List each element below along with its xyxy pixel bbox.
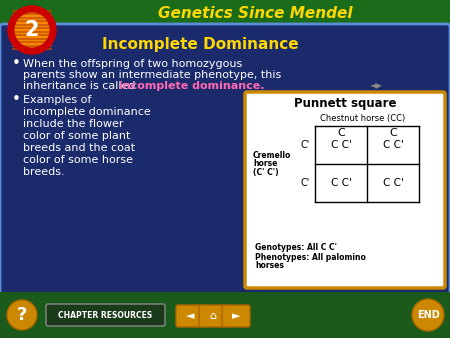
Text: •: • bbox=[12, 56, 21, 72]
Text: C': C' bbox=[301, 178, 310, 188]
Text: include the flower: include the flower bbox=[23, 119, 123, 129]
Text: C: C bbox=[337, 128, 345, 138]
FancyBboxPatch shape bbox=[176, 305, 204, 327]
Text: ►: ► bbox=[232, 311, 240, 321]
FancyBboxPatch shape bbox=[199, 305, 227, 327]
Text: C C': C C' bbox=[382, 178, 404, 188]
Text: Chestnut horse (CC): Chestnut horse (CC) bbox=[320, 114, 405, 122]
Text: C C': C C' bbox=[382, 140, 404, 150]
Text: color of some plant: color of some plant bbox=[23, 131, 130, 141]
FancyBboxPatch shape bbox=[46, 304, 165, 326]
Text: horses: horses bbox=[255, 262, 284, 270]
Text: incomplete dominance.: incomplete dominance. bbox=[119, 81, 264, 91]
Text: inheritance is called: inheritance is called bbox=[23, 81, 139, 91]
Text: (C' C'): (C' C') bbox=[253, 168, 279, 176]
Circle shape bbox=[8, 6, 56, 54]
Text: ◄: ◄ bbox=[186, 311, 194, 321]
Text: ◄▶: ◄▶ bbox=[370, 81, 383, 91]
Bar bbox=[0, 292, 450, 338]
Text: When the offspring of two homozygous: When the offspring of two homozygous bbox=[23, 59, 242, 69]
Text: 2: 2 bbox=[25, 20, 39, 40]
Text: parents show an intermediate phenotype, this: parents show an intermediate phenotype, … bbox=[23, 70, 281, 80]
Text: incomplete dominance: incomplete dominance bbox=[23, 107, 151, 117]
Text: breeds.: breeds. bbox=[23, 167, 65, 177]
Text: Examples of: Examples of bbox=[23, 95, 91, 105]
Text: horse: horse bbox=[253, 160, 277, 169]
Text: C: C bbox=[389, 128, 397, 138]
FancyBboxPatch shape bbox=[222, 305, 250, 327]
Text: •: • bbox=[12, 93, 21, 107]
Text: Incomplete Dominance: Incomplete Dominance bbox=[102, 38, 298, 52]
Text: ⌂: ⌂ bbox=[209, 311, 216, 321]
Text: C C': C C' bbox=[331, 140, 351, 150]
Circle shape bbox=[11, 9, 53, 51]
Circle shape bbox=[7, 300, 37, 330]
FancyBboxPatch shape bbox=[0, 24, 450, 295]
FancyBboxPatch shape bbox=[245, 92, 445, 288]
Bar bbox=[0, 0, 450, 28]
Text: CHAPTER RESOURCES: CHAPTER RESOURCES bbox=[58, 311, 152, 319]
Text: Phenotypes: All palomino: Phenotypes: All palomino bbox=[255, 252, 366, 262]
Text: END: END bbox=[417, 310, 439, 320]
Circle shape bbox=[412, 299, 444, 331]
Text: Cremello: Cremello bbox=[253, 151, 292, 161]
Text: Punnett square: Punnett square bbox=[294, 97, 396, 111]
Text: color of some horse: color of some horse bbox=[23, 155, 133, 165]
Text: breeds and the coat: breeds and the coat bbox=[23, 143, 135, 153]
Text: Genotypes: All C C': Genotypes: All C C' bbox=[255, 243, 337, 252]
Text: Genetics Since Mendel: Genetics Since Mendel bbox=[158, 6, 352, 22]
Text: C': C' bbox=[301, 140, 310, 150]
Text: C C': C C' bbox=[331, 178, 351, 188]
Text: ?: ? bbox=[17, 306, 27, 324]
